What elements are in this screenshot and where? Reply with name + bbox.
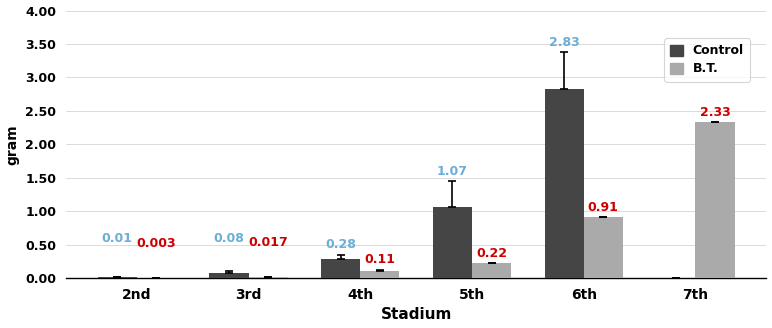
Bar [209,273,249,278]
Bar [98,277,137,278]
Text: 0.11: 0.11 [364,254,395,266]
Y-axis label: gram: gram [5,124,19,165]
Text: 1.07: 1.07 [437,165,468,178]
Bar [696,122,735,278]
Text: 0.28: 0.28 [325,238,356,251]
Bar [361,271,399,278]
Text: 2.33: 2.33 [699,106,730,119]
Text: 0.08: 0.08 [214,232,245,245]
Bar [584,217,623,278]
Text: 0.22: 0.22 [476,247,507,260]
Bar [249,277,288,278]
Bar [433,207,472,278]
Bar [321,259,361,278]
Bar [544,89,584,278]
Bar [472,263,511,278]
Text: 0.01: 0.01 [102,232,133,245]
Text: 0.003: 0.003 [137,237,176,250]
Legend: Control, B.T.: Control, B.T. [664,38,750,82]
Text: 2.83: 2.83 [549,36,580,49]
Text: 0.91: 0.91 [587,201,618,214]
Text: 0.017: 0.017 [249,236,288,249]
X-axis label: Stadium: Stadium [381,307,452,322]
